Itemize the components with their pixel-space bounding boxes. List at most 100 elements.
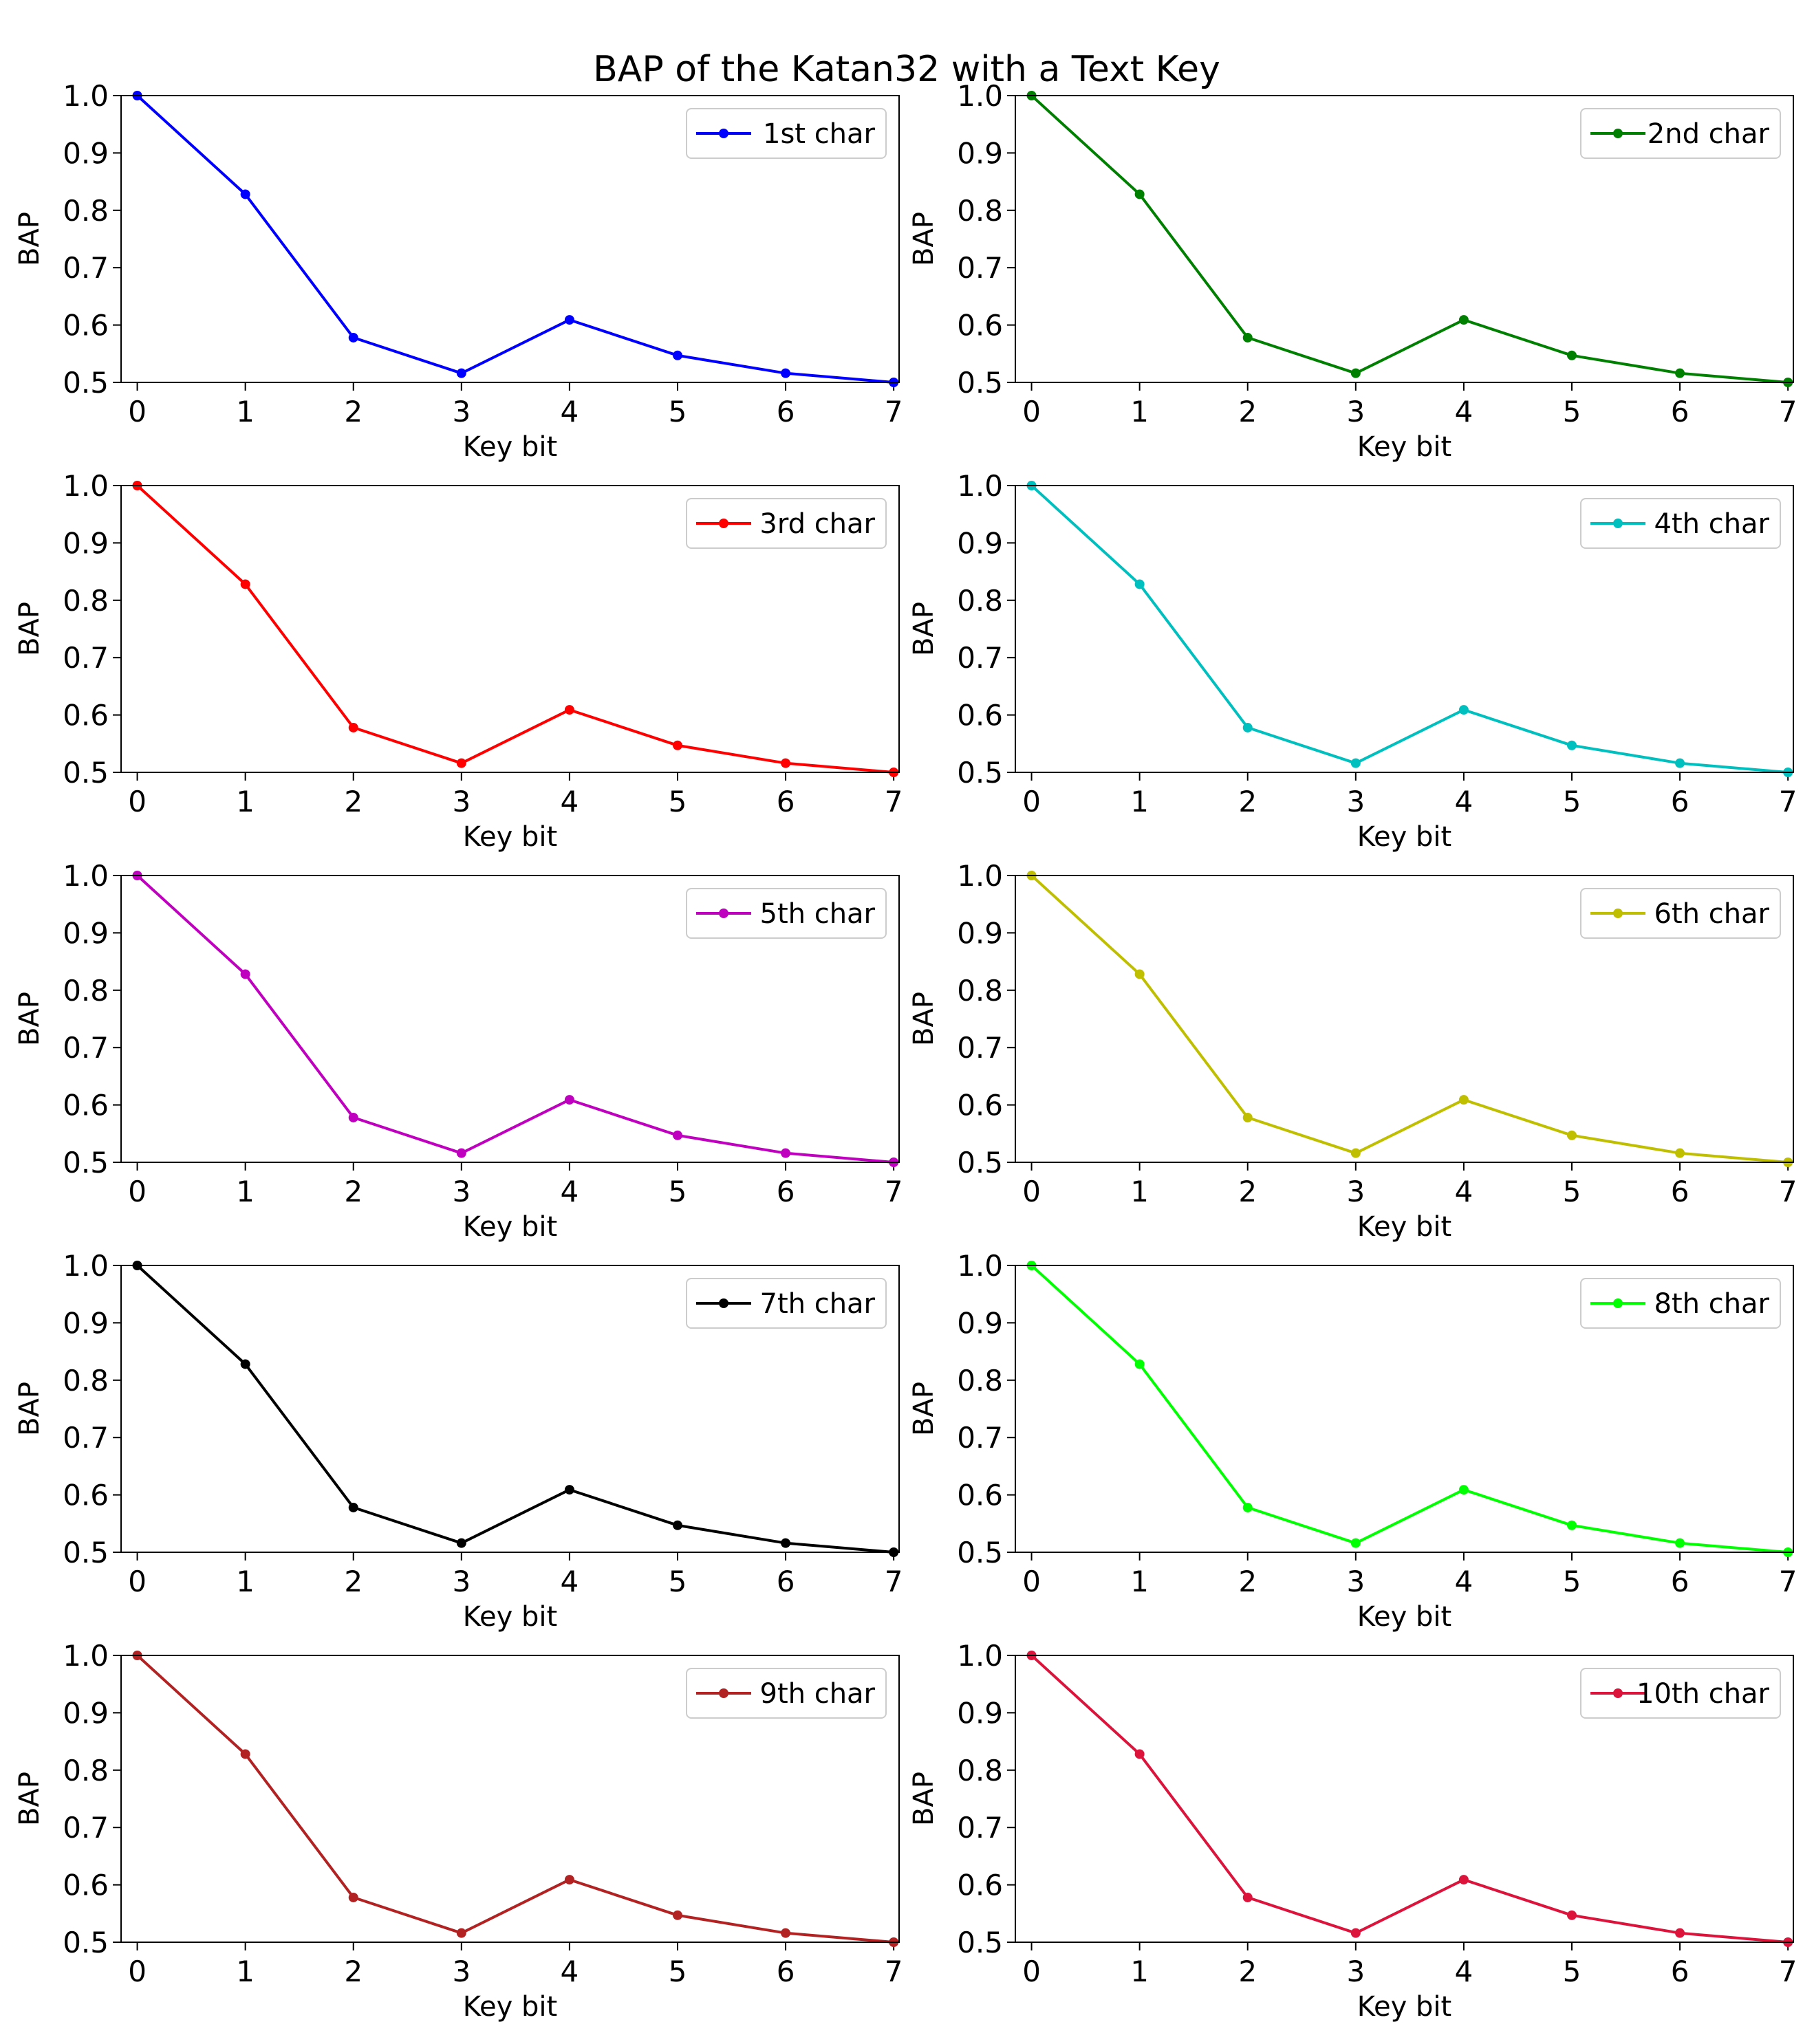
data-point — [348, 1892, 358, 1902]
figure-title: BAP of the Katan32 with a Text Key — [593, 49, 1220, 90]
y-tick-label: 0.8 — [957, 1754, 1003, 1787]
x-tick-label: 2 — [1238, 785, 1257, 818]
legend-label: 7th char — [760, 1288, 876, 1320]
series-line — [1030, 874, 1789, 1164]
data-point — [1134, 1359, 1145, 1369]
y-tick-label: 0.6 — [957, 309, 1003, 343]
y-tick-label: 0.7 — [957, 1811, 1003, 1845]
data-point — [672, 1130, 682, 1140]
x-axis-label: Key bit — [463, 431, 557, 463]
data-point — [1566, 1130, 1577, 1140]
data-point — [348, 722, 358, 732]
x-tick-label: 4 — [561, 395, 579, 428]
y-tick-label: 0.9 — [63, 1306, 109, 1340]
legend-marker — [719, 519, 728, 528]
x-tick-label: 2 — [1238, 395, 1257, 428]
x-tick-label: 5 — [1563, 395, 1581, 428]
subplot-7: 0.5 0.6 0.7 0.8 0.9 1.0 0 1 2 3 4 5 6 7 Key bit BAP 7th … — [14, 1249, 903, 1633]
y-axis-label: BAP — [14, 212, 45, 266]
y-tick-label: 0.7 — [957, 1421, 1003, 1455]
y-axis-label: BAP — [14, 992, 45, 1046]
x-tick-label: 3 — [1346, 1175, 1365, 1208]
data-point — [1350, 758, 1361, 768]
y-tick-label: 0.8 — [63, 194, 109, 228]
x-tick-label: 6 — [1671, 395, 1689, 428]
data-point — [672, 740, 682, 750]
y-tick-label: 1.0 — [957, 1249, 1003, 1283]
y-axis-label: BAP — [908, 1772, 940, 1826]
x-tick-label: 1 — [1130, 1565, 1149, 1598]
x-tick-label: 6 — [777, 1565, 795, 1598]
legend-label: 8th char — [1654, 1288, 1770, 1320]
series-line — [1030, 1264, 1789, 1554]
y-tick-label: 0.7 — [957, 641, 1003, 675]
y-tick-label: 0.7 — [63, 1421, 109, 1455]
data-point — [456, 758, 466, 768]
y-tick-label: 1.0 — [63, 859, 109, 893]
y-tick-label: 1.0 — [63, 1639, 109, 1673]
y-tick-label: 0.8 — [63, 584, 109, 618]
x-tick-label: 4 — [1455, 395, 1473, 428]
x-tick-label: 2 — [344, 395, 363, 428]
x-tick-label: 0 — [128, 785, 147, 818]
data-point — [456, 368, 466, 378]
data-point — [564, 705, 574, 715]
x-axis-label: Key bit — [1357, 1991, 1451, 2023]
legend-box — [1580, 108, 1781, 159]
x-tick-label: 3 — [1346, 1565, 1365, 1598]
x-axis-label: Key bit — [1357, 1211, 1451, 1243]
x-tick-label: 3 — [452, 395, 471, 428]
x-tick-label: 1 — [1130, 395, 1149, 428]
x-tick-label: 3 — [452, 1565, 471, 1598]
y-tick-label: 1.0 — [63, 1249, 109, 1283]
x-axis-label: Key bit — [463, 821, 557, 853]
data-point — [1134, 579, 1145, 589]
y-tick-label: 1.0 — [957, 1639, 1003, 1673]
y-tick-label: 0.8 — [63, 1364, 109, 1398]
legend-box — [1580, 888, 1781, 939]
data-point — [564, 1485, 574, 1495]
axes-frame — [120, 1265, 900, 1553]
legend-marker — [719, 129, 728, 138]
data-point — [1242, 332, 1253, 343]
y-tick-label: 0.8 — [63, 1754, 109, 1787]
y-tick-label: 0.5 — [957, 1536, 1003, 1569]
data-point — [1675, 368, 1685, 378]
series-line — [136, 94, 894, 384]
data-point — [348, 1112, 358, 1122]
axes-frame — [120, 875, 900, 1163]
x-tick-label: 2 — [1238, 1175, 1257, 1208]
x-tick-label: 7 — [885, 785, 903, 818]
legend-marker — [719, 1298, 728, 1308]
y-tick-label: 0.6 — [63, 1479, 109, 1512]
y-tick-label: 0.9 — [957, 1696, 1003, 1730]
data-point — [1675, 1148, 1685, 1158]
data-point — [456, 1538, 466, 1548]
subplot-3: 0.5 0.6 0.7 0.8 0.9 1.0 0 1 2 3 4 5 6 7 Key bit BAP 3rd … — [14, 469, 903, 853]
data-point — [781, 758, 791, 768]
x-tick-label: 4 — [561, 1175, 579, 1208]
subplot-10: 0.5 0.6 0.7 0.8 0.9 1.0 0 1 2 3 4 5 6 7 Key bit BAP 10th… — [908, 1639, 1797, 2023]
data-point — [1566, 350, 1577, 360]
x-tick-label: 3 — [452, 1175, 471, 1208]
legend-box — [1580, 1668, 1781, 1719]
subplot-4: 0.5 0.6 0.7 0.8 0.9 1.0 0 1 2 3 4 5 6 7 Key bit BAP 4th … — [908, 469, 1797, 853]
x-tick-label: 7 — [1779, 395, 1797, 428]
x-tick-label: 6 — [777, 1955, 795, 1988]
y-tick-label: 0.7 — [63, 641, 109, 675]
y-tick-label: 0.9 — [63, 136, 109, 170]
series-line — [1030, 94, 1789, 384]
legend-box — [1580, 1278, 1781, 1329]
y-tick-label: 0.9 — [957, 916, 1003, 950]
legend-label: 2nd char — [1648, 118, 1770, 150]
x-tick-label: 7 — [1779, 1955, 1797, 1988]
x-tick-label: 4 — [561, 1565, 579, 1598]
x-tick-label: 0 — [128, 1565, 147, 1598]
data-point — [1566, 1910, 1577, 1920]
data-point — [564, 315, 574, 325]
axes-frame — [1015, 95, 1794, 383]
y-tick-label: 0.7 — [957, 1031, 1003, 1065]
y-tick-label: 0.6 — [63, 1089, 109, 1122]
x-tick-label: 0 — [1022, 1175, 1041, 1208]
x-tick-label: 3 — [452, 1955, 471, 1988]
